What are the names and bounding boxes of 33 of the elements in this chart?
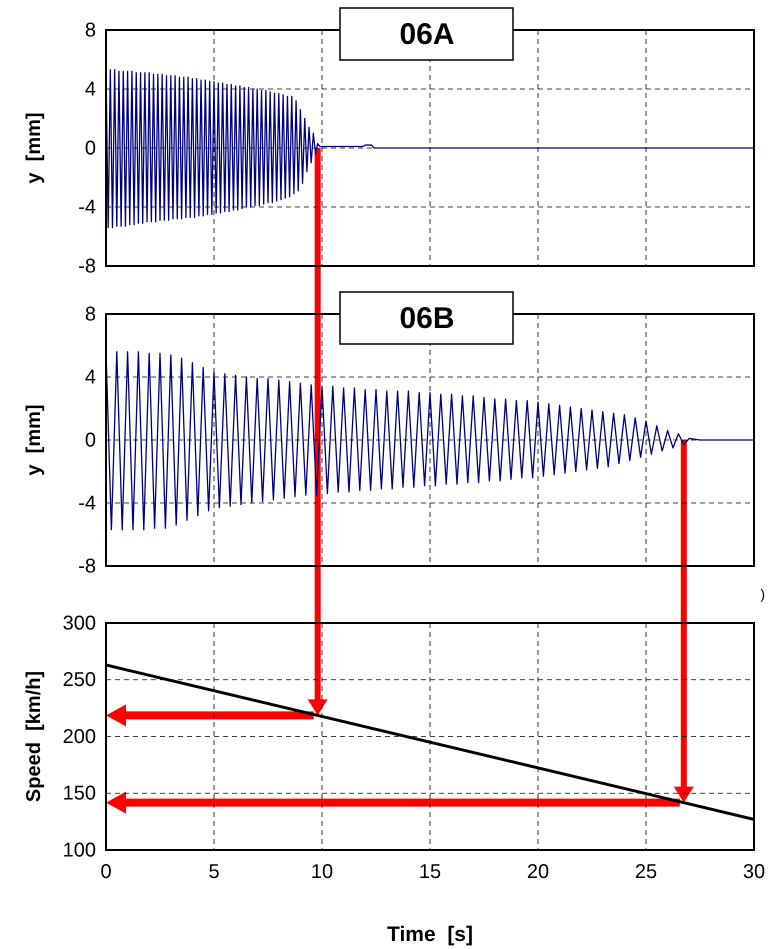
y-tick-label: 4 [84, 78, 96, 100]
y-axis-title: y [mm] [23, 112, 45, 184]
y-tick-label: -4 [78, 196, 96, 218]
y-tick-label: 0 [84, 137, 96, 160]
y-tick-label: 250 [62, 669, 96, 692]
x-tick-label: 0 [100, 861, 112, 884]
y-axis-title: Speed [km/h] [23, 670, 45, 802]
y-tick-label: 0 [84, 429, 96, 452]
chart-title: 06B [399, 302, 455, 335]
x-tick-label: 20 [526, 861, 550, 884]
y-tick-label: 8 [84, 19, 96, 42]
y-tick-label: 200 [62, 726, 96, 748]
title-box: 06A [339, 7, 514, 61]
y-tick-label: 150 [62, 782, 96, 805]
x-tick-label: 10 [310, 861, 334, 884]
line-series [106, 69, 754, 228]
y-tick-label: 100 [62, 839, 96, 862]
x-tick-label: 25 [634, 861, 658, 884]
x-tick-label: 30 [742, 861, 766, 884]
y-axis-title: y [mm] [23, 404, 45, 476]
title-box: 06B [339, 291, 514, 345]
y-tick-label: 300 [62, 612, 96, 634]
y-tick-label: -8 [78, 255, 96, 278]
line-series [106, 351, 754, 530]
x-tick-label: 5 [208, 861, 220, 884]
y-tick-label: -8 [78, 555, 96, 578]
text: ) [760, 586, 765, 602]
x-axis-title: Time [s] [387, 923, 473, 946]
y-tick-label: -4 [78, 492, 96, 514]
y-tick-label: 4 [84, 366, 96, 388]
chart-title: 06A [399, 18, 455, 51]
x-tick-label: 15 [418, 861, 442, 884]
y-tick-label: 8 [84, 303, 96, 326]
